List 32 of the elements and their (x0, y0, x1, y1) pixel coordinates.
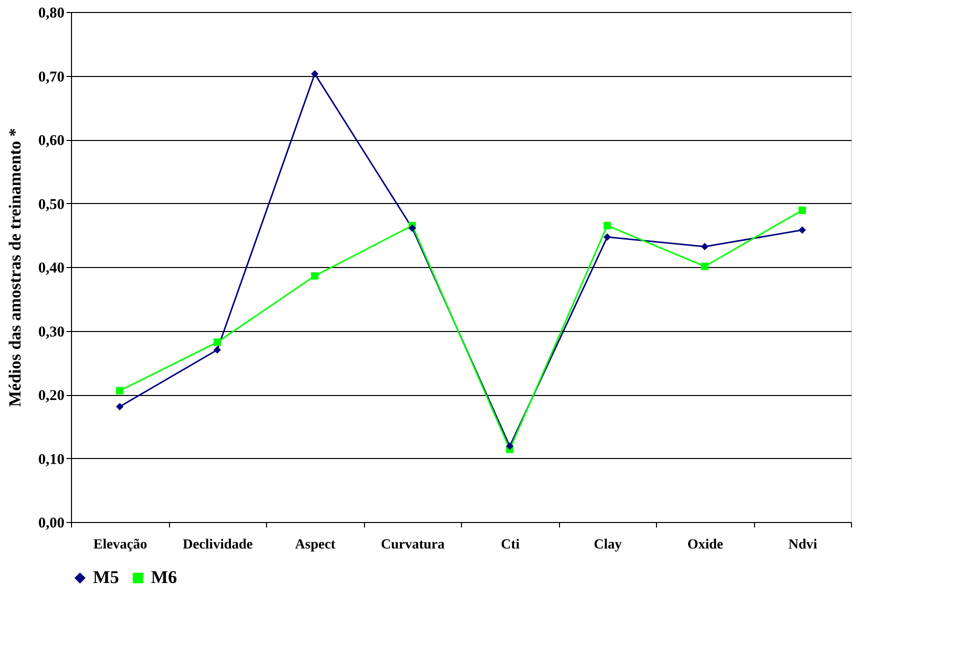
y-tick-label: 0,30 (38, 324, 64, 340)
point (604, 222, 611, 230)
point (408, 224, 416, 232)
y-tick-label: 0,70 (38, 69, 64, 86)
point (701, 262, 708, 270)
x-tick-label: Declividade (182, 538, 253, 552)
y-tick-label: 0,50 (38, 196, 64, 213)
y-tick-label: 0,00 (38, 516, 64, 532)
x-tick-label: Oxide (687, 538, 724, 552)
x-tick-label: Ndvi (788, 538, 818, 552)
point (506, 442, 514, 450)
point (798, 206, 806, 214)
x-tick-label: Curvatura (380, 538, 445, 552)
x-tick-label: Clay (594, 538, 622, 552)
y-tick-label: 0,40 (38, 260, 64, 276)
y-tick-label: 0,60 (38, 133, 64, 149)
y-tick-label: 0,10 (38, 452, 64, 468)
point (116, 386, 124, 394)
x-tick-label: Aspect (295, 538, 336, 552)
y-axis-title: Médios das amostras de treinamento * (5, 128, 24, 407)
y-tick-label: 0,80 (38, 6, 64, 22)
point (214, 346, 221, 354)
point (116, 402, 124, 410)
y-tick-label: 0,20 (38, 388, 64, 404)
x-tick-label: Cti (500, 538, 520, 552)
legend-label: M5 (93, 567, 119, 587)
legend-label: M6 (151, 567, 177, 587)
point (311, 272, 318, 280)
point (701, 242, 708, 250)
x-tick-label: Elevação (93, 538, 148, 552)
point (214, 338, 221, 346)
point (311, 70, 318, 78)
